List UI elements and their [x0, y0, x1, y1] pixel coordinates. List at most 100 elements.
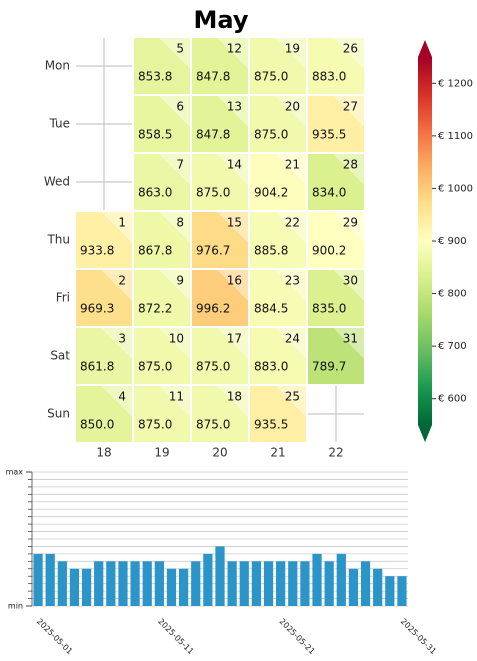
day-number: 20: [285, 100, 300, 114]
cell-value-label: 858.5: [138, 128, 172, 142]
day-number: 31: [343, 332, 358, 346]
bar: [154, 561, 164, 606]
heatmap-cell: [76, 328, 132, 384]
heatmap-cell: [250, 212, 306, 268]
cell-value-label: 885.8: [254, 244, 288, 258]
heatmap-cell: [134, 386, 190, 442]
day-number: 16: [227, 274, 242, 288]
bar: [239, 561, 249, 606]
bar: [57, 561, 67, 606]
cell-highlight: [333, 270, 364, 301]
cell-value-label: 875.0: [254, 70, 288, 84]
cell-value-label: 863.0: [138, 186, 172, 200]
heatmap-cell: [134, 96, 190, 152]
bar: [312, 553, 322, 606]
bar: [203, 553, 213, 606]
cell-highlight: [275, 212, 306, 243]
cell-value-label: 847.8: [196, 128, 230, 142]
bar: [130, 561, 140, 606]
bar: [94, 561, 104, 606]
heatmap-cell: [76, 212, 132, 268]
day-number: 18: [227, 390, 242, 404]
day-number: 1: [118, 216, 126, 230]
cell-highlight: [217, 386, 248, 417]
heatmap-cell: [192, 270, 248, 326]
x-tick-label: 2025-05-21: [277, 617, 316, 656]
heatmap-cell: [192, 386, 248, 442]
heatmap-cell: [134, 270, 190, 326]
cell-highlight: [217, 212, 248, 243]
heatmap-cell: [250, 386, 306, 442]
row-label: Thu: [46, 233, 70, 247]
cell-highlight: [217, 154, 248, 185]
day-number: 21: [285, 158, 300, 172]
x-tick-label: 2025-05-01: [35, 617, 74, 656]
bar: [300, 561, 310, 606]
cell-highlight: [333, 154, 364, 185]
day-number: 19: [285, 42, 300, 56]
day-number: 2: [118, 274, 126, 288]
bar: [348, 568, 359, 606]
cell-highlight: [275, 154, 306, 185]
heatmap-cell: [308, 270, 364, 326]
colorbar-tick-label: € 1000: [438, 183, 473, 194]
row-label: Tue: [49, 117, 71, 131]
colorbar-extend-bottom: [418, 425, 432, 442]
column-label: 20: [212, 446, 227, 460]
cell-highlight: [159, 270, 190, 301]
column-label: 22: [328, 446, 343, 460]
day-number: 30: [343, 274, 358, 288]
colorbar-tick-label: € 1200: [438, 78, 473, 89]
bar: [166, 568, 177, 606]
bar: [373, 568, 383, 606]
bar: [276, 561, 286, 606]
cell-highlight: [217, 96, 248, 127]
heatmap-cell: [250, 96, 306, 152]
cell-highlight: [101, 212, 132, 243]
colorbar-tick-label: € 1100: [438, 131, 473, 142]
day-number: 5: [176, 42, 184, 56]
cell-highlight: [333, 328, 364, 359]
cell-value-label: 850.0: [80, 418, 114, 432]
cell-highlight: [101, 270, 132, 301]
row-label: Sat: [50, 349, 70, 363]
column-label: 19: [154, 446, 169, 460]
cell-highlight: [333, 96, 364, 127]
bar: [360, 561, 371, 606]
cell-value-label: 935.5: [312, 128, 346, 142]
cell-value-label: 976.7: [196, 244, 230, 258]
column-label: 18: [96, 446, 111, 460]
cell-highlight: [275, 96, 306, 127]
colorbar-tick-label: € 800: [438, 289, 467, 300]
heatmap-cell: [308, 212, 364, 268]
day-number: 29: [343, 216, 358, 230]
bar: [263, 561, 274, 606]
heatmap-cell: [250, 270, 306, 326]
cell-value-label: 884.5: [254, 302, 288, 316]
cell-highlight: [217, 38, 248, 69]
heatmap-cell: [250, 154, 306, 210]
cell-value-label: 996.2: [196, 302, 230, 316]
cell-value-label: 875.0: [196, 418, 230, 432]
day-number: 27: [343, 100, 358, 114]
bar: [215, 546, 225, 606]
day-number: 9: [176, 274, 184, 288]
day-number: 6: [176, 100, 184, 114]
cell-highlight: [101, 386, 132, 417]
row-label: Wed: [44, 175, 70, 189]
bar: [142, 561, 152, 606]
heatmap-cell: [192, 328, 248, 384]
bar: [33, 553, 43, 606]
heatmap-cell: [250, 38, 306, 94]
x-tick-label: 2025-05-31: [399, 617, 438, 656]
cell-value-label: 904.2: [254, 186, 288, 200]
cell-value-label: 834.0: [312, 186, 346, 200]
cell-value-label: 935.5: [254, 418, 288, 432]
heatmap-cell: [134, 38, 190, 94]
day-number: 8: [176, 216, 184, 230]
cell-value-label: 875.0: [196, 360, 230, 374]
day-number: 12: [227, 42, 242, 56]
x-tick-label: 2025-05-11: [156, 617, 195, 656]
heatmap-cell: [192, 154, 248, 210]
